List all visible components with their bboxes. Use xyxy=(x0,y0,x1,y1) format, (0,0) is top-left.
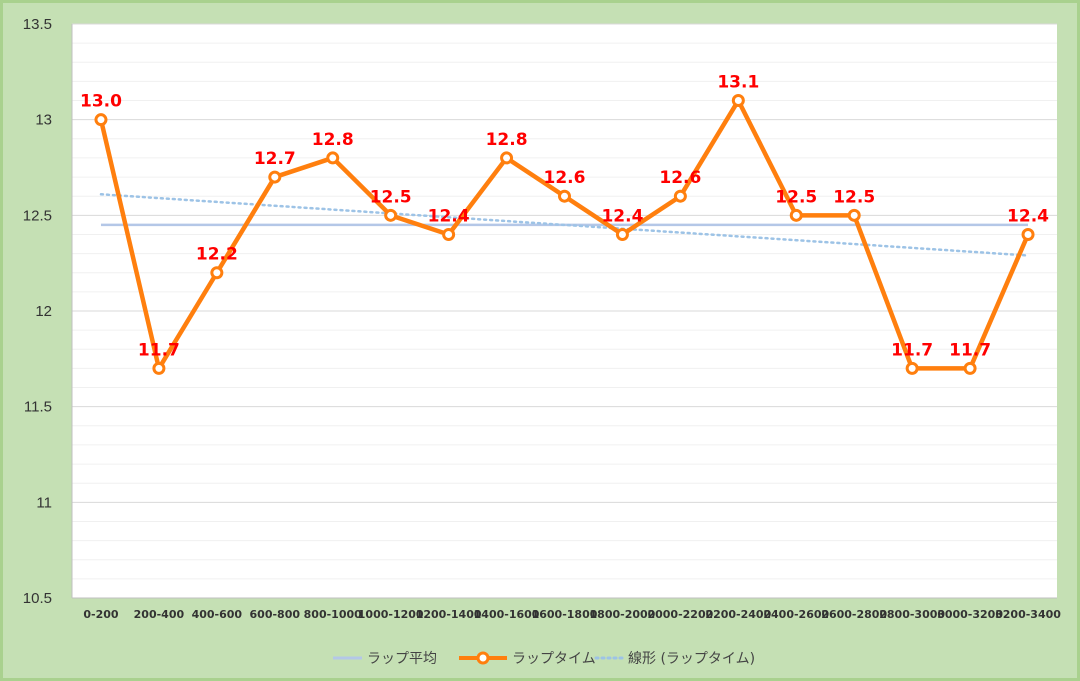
y-tick-label: 11 xyxy=(36,494,52,511)
data-point-marker xyxy=(384,208,398,222)
legend-lap-label: ラップタイム xyxy=(512,651,596,667)
data-label: 12.7 xyxy=(254,149,296,169)
legend-trend-label: 線形 (ラップタイム) xyxy=(628,651,755,667)
y-tick-label: 13.5 xyxy=(23,16,52,33)
data-label: 12.4 xyxy=(1007,206,1049,226)
data-label: 12.2 xyxy=(196,245,238,265)
x-tick-label: 3000-3200 xyxy=(937,608,1003,621)
x-tick-label: 1400-1600 xyxy=(474,608,540,621)
data-label: 12.6 xyxy=(544,168,586,188)
y-tick-label: 11.5 xyxy=(24,399,52,416)
data-label: 12.5 xyxy=(775,187,817,207)
data-point-marker xyxy=(731,94,745,108)
data-point-marker xyxy=(789,208,803,222)
data-point-marker xyxy=(615,227,629,241)
data-label: 12.4 xyxy=(601,206,643,226)
x-tick-label: 1200-1400 xyxy=(416,608,482,621)
x-tick-label: 400-600 xyxy=(192,608,243,621)
data-point-marker xyxy=(152,361,166,375)
x-tick-label: 1800-2000 xyxy=(590,608,656,621)
data-point-marker xyxy=(442,227,456,241)
data-point-marker xyxy=(963,361,977,375)
data-point-marker xyxy=(558,189,571,203)
data-label: 11.7 xyxy=(891,340,933,360)
x-tick-label: 200-400 xyxy=(134,608,185,621)
x-tick-label: 2600-2800 xyxy=(821,608,887,621)
data-point-marker xyxy=(847,208,861,222)
data-label: 13.1 xyxy=(717,73,759,93)
legend-lap-marker xyxy=(476,651,490,665)
x-tick-label: 2200-2400 xyxy=(705,608,771,621)
data-point-marker xyxy=(326,151,340,165)
data-label: 12.5 xyxy=(833,187,875,207)
data-label: 12.6 xyxy=(659,168,701,188)
x-tick-label: 2800-3000 xyxy=(879,608,945,621)
legend-average-label: ラップ平均 xyxy=(367,651,437,667)
data-point-marker xyxy=(268,170,282,184)
y-tick-label: 13 xyxy=(35,112,52,129)
y-tick-label: 12.5 xyxy=(23,207,52,224)
data-label: 11.7 xyxy=(138,340,180,360)
data-point-marker xyxy=(905,361,919,375)
data-point-marker xyxy=(210,266,224,280)
x-tick-label: 600-800 xyxy=(250,608,301,621)
data-label: 12.5 xyxy=(370,187,412,207)
x-tick-label: 800-1000 xyxy=(304,608,362,621)
data-point-marker xyxy=(673,189,687,203)
data-label: 12.4 xyxy=(428,206,470,226)
data-label: 12.8 xyxy=(486,130,528,150)
x-tick-label: 0-200 xyxy=(83,608,119,621)
x-tick-label: 2400-2600 xyxy=(763,608,829,621)
x-tick-label: 1000-1200 xyxy=(358,608,424,621)
x-tick-label: 3200-3400 xyxy=(995,608,1061,621)
data-label: 12.8 xyxy=(312,130,354,150)
data-label: 13.0 xyxy=(80,92,122,112)
data-point-marker xyxy=(94,113,108,127)
x-tick-label: 2000-2200 xyxy=(647,608,713,621)
data-point-marker xyxy=(1021,227,1035,241)
y-tick-label: 12 xyxy=(35,303,52,320)
y-tick-label: 10.5 xyxy=(23,590,52,607)
data-label: 11.7 xyxy=(949,340,991,360)
data-point-marker xyxy=(500,151,514,165)
x-tick-label: 1600-1800 xyxy=(532,608,598,621)
trend-line xyxy=(99,193,1030,257)
